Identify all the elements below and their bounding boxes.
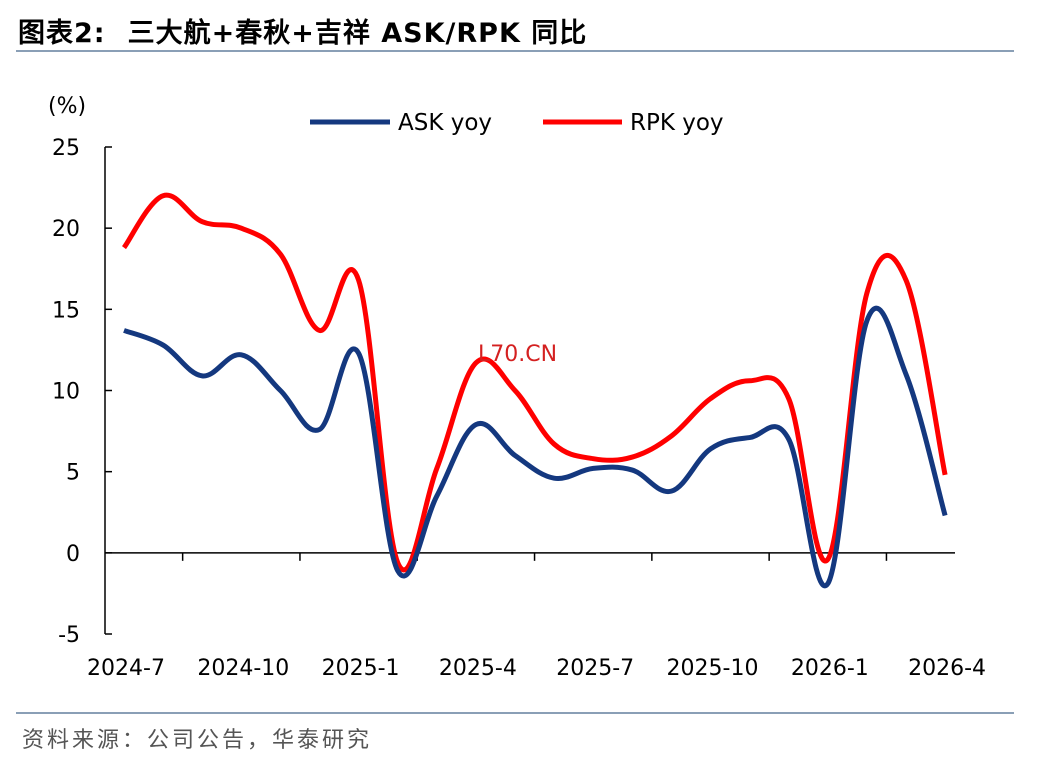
legend: ASK yoy RPK yoy [310, 110, 724, 136]
ask-yoy-line [123, 305, 948, 589]
y-axis-unit-label: (%) [48, 94, 86, 119]
x-axis-ticks: 2024-7 2024-10 2025-1 2025-4 2025-7 2025-10 20… [87, 552, 986, 681]
x-tick-label: 2026-1 [791, 656, 869, 681]
y-tick-label: 20 [52, 217, 80, 242]
figure-number: 图表2: [18, 17, 106, 49]
source-rule [16, 712, 1014, 714]
y-tick-label: 10 [52, 380, 80, 405]
y-tick-label: -5 [58, 623, 80, 648]
y-tick-label: 25 [52, 136, 80, 161]
x-tick-label: 2025-10 [667, 656, 759, 681]
y-tick-label: 5 [66, 461, 80, 486]
x-tick-label: 2025-4 [439, 656, 517, 681]
x-tick-label: 2025-1 [322, 656, 400, 681]
x-tick-label: 2026-4 [908, 656, 986, 681]
y-axis-ticks: -5 0 5 10 15 20 25 [52, 136, 112, 648]
legend-ask-label: ASK yoy [398, 110, 492, 136]
figure-title: 图表2: 三大航+春秋+吉祥 ASK/RPK 同比 [18, 12, 588, 49]
series-lines [121, 192, 948, 589]
figure-title-text: 三大航+春秋+吉祥 ASK/RPK 同比 [127, 17, 588, 49]
y-tick-label: 0 [66, 542, 80, 567]
x-tick-label: 2024-10 [197, 656, 289, 681]
rpk-yoy-line [121, 192, 948, 573]
legend-rpk-label: RPK yoy [630, 110, 724, 136]
watermark-text: L70.CN [478, 342, 557, 367]
x-tick-label: 2024-7 [87, 656, 165, 681]
y-tick-label: 15 [52, 298, 80, 323]
source-note: 资料来源：公司公告，华泰研究 [22, 728, 373, 753]
title-rule [16, 50, 1014, 52]
x-tick-label: 2025-7 [556, 656, 634, 681]
